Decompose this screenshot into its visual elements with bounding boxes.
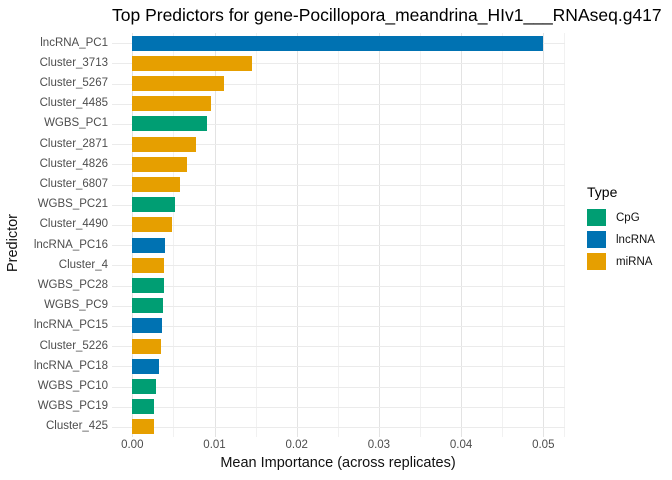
bar-Cluster_425 bbox=[132, 419, 154, 435]
x-tick-label: 0.00 bbox=[121, 439, 144, 451]
legend: Type CpG lncRNA miRNA bbox=[587, 184, 655, 275]
y-gridline bbox=[112, 366, 565, 368]
y-gridline bbox=[112, 204, 565, 206]
x-gridline-minor bbox=[173, 33, 175, 437]
bar-lncRNA_PC1 bbox=[132, 35, 544, 51]
bar-Cluster_3713 bbox=[132, 55, 253, 71]
x-gridline-major bbox=[461, 33, 463, 437]
y-gridline bbox=[112, 285, 565, 287]
x-gridline-major bbox=[378, 33, 380, 437]
y-gridline bbox=[112, 426, 565, 428]
y-tick-label: Cluster_6807 bbox=[39, 178, 108, 190]
gridlines-layer bbox=[112, 33, 565, 437]
legend-item-label: miRNA bbox=[616, 255, 653, 268]
bar-Cluster_6807 bbox=[132, 177, 180, 192]
plot-panel bbox=[112, 33, 565, 437]
bar-WGBS_PC21 bbox=[132, 197, 176, 213]
legend-item-CpG: CpG bbox=[587, 209, 655, 226]
bar-WGBS_PC10 bbox=[132, 379, 157, 394]
bar-lncRNA_PC18 bbox=[132, 358, 159, 374]
y-gridline bbox=[112, 325, 565, 327]
bar-Cluster_4490 bbox=[132, 217, 172, 233]
y-tick-label: WGBS_PC21 bbox=[37, 198, 108, 211]
x-axis-title: Mean Importance (across replicates) bbox=[220, 455, 456, 471]
y-tick-label: WGBS_PC10 bbox=[37, 380, 108, 392]
chart-title: Top Predictors for gene-Pocillopora_mean… bbox=[112, 5, 662, 25]
x-gridline-major bbox=[296, 33, 298, 437]
y-tick-label: Cluster_4485 bbox=[39, 97, 108, 110]
y-tick-label: WGBS_PC1 bbox=[44, 117, 108, 130]
legend-title: Type bbox=[587, 184, 618, 200]
bar-WGBS_PC9 bbox=[132, 298, 163, 314]
x-gridline-minor bbox=[502, 33, 504, 437]
y-tick-label: lncRNA_PC1 bbox=[40, 36, 108, 49]
y-tick-label: Cluster_4 bbox=[58, 258, 108, 271]
legend-item-miRNA: miRNA bbox=[587, 253, 655, 270]
y-gridline bbox=[112, 245, 565, 247]
y-gridline bbox=[112, 406, 565, 408]
x-tick-label: 0.03 bbox=[367, 439, 391, 451]
legend-items: CpG lncRNA miRNA bbox=[587, 209, 655, 270]
y-gridline bbox=[112, 83, 565, 85]
y-gridline bbox=[112, 103, 565, 105]
panel-edge-gridline bbox=[564, 33, 565, 437]
y-tick-label: Cluster_4490 bbox=[39, 218, 108, 231]
bar-WGBS_PC1 bbox=[132, 116, 208, 132]
y-tick-label: WGBS_PC9 bbox=[44, 299, 108, 312]
x-gridline-minor bbox=[420, 33, 421, 437]
x-gridline-minor bbox=[255, 33, 257, 437]
y-gridline bbox=[112, 123, 565, 125]
bar-Cluster_4 bbox=[132, 257, 165, 273]
bar-Cluster_4485 bbox=[132, 96, 212, 112]
y-axis-labels: lncRNA_PC1 Cluster_3713 Cluster_5267 Cluste… bbox=[0, 33, 108, 437]
y-tick-label: lncRNA_PC18 bbox=[33, 359, 108, 372]
y-gridline bbox=[112, 346, 565, 348]
y-gridline bbox=[112, 265, 565, 267]
bar-Cluster_2871 bbox=[132, 136, 196, 152]
y-gridline bbox=[112, 144, 565, 146]
legend-item-label: lncRNA bbox=[616, 233, 655, 246]
bar-lncRNA_PC16 bbox=[132, 237, 166, 253]
x-gridline-minor bbox=[337, 33, 339, 437]
bar-Cluster_5267 bbox=[132, 76, 225, 91]
x-gridline-major bbox=[132, 33, 134, 437]
y-gridline bbox=[112, 164, 565, 166]
bars-layer bbox=[112, 33, 565, 437]
y-tick-label: WGBS_PC28 bbox=[37, 279, 108, 291]
x-tick-label: 0.01 bbox=[203, 439, 226, 451]
y-gridline bbox=[112, 224, 565, 226]
y-gridline bbox=[112, 63, 565, 65]
legend-swatch-CpG bbox=[587, 209, 606, 226]
legend-item-lncRNA: lncRNA bbox=[587, 231, 655, 248]
x-tick-label: 0.05 bbox=[532, 439, 555, 451]
y-gridline bbox=[112, 184, 565, 186]
legend-swatch-lncRNA bbox=[587, 231, 606, 248]
bar-WGBS_PC28 bbox=[132, 278, 165, 293]
bar-WGBS_PC19 bbox=[132, 399, 155, 415]
x-gridline-major bbox=[214, 33, 216, 437]
x-gridline-major bbox=[543, 33, 545, 437]
y-tick-label: lncRNA_PC15 bbox=[33, 319, 108, 332]
y-tick-label: Cluster_3713 bbox=[39, 56, 108, 69]
x-axis-ticks: 0.00 0.01 0.02 0.03 0.04 0.05 bbox=[0, 439, 672, 454]
y-tick-label: Cluster_5226 bbox=[39, 339, 108, 352]
x-tick-label: 0.04 bbox=[449, 439, 473, 451]
y-tick-label: WGBS_PC19 bbox=[37, 400, 108, 413]
x-tick-label: 0.02 bbox=[285, 439, 308, 451]
y-tick-label: lncRNA_PC16 bbox=[33, 238, 108, 251]
y-gridline bbox=[112, 386, 565, 388]
y-tick-label: Cluster_5267 bbox=[39, 77, 108, 89]
y-tick-label: Cluster_2871 bbox=[39, 137, 108, 150]
bar-Cluster_5226 bbox=[132, 338, 162, 354]
legend-item-label: CpG bbox=[616, 211, 640, 224]
legend-swatch-miRNA bbox=[587, 253, 606, 270]
y-tick-label: Cluster_425 bbox=[45, 420, 108, 433]
y-tick-label: Cluster_4826 bbox=[39, 157, 108, 170]
bar-Cluster_4826 bbox=[132, 156, 188, 172]
bar-lncRNA_PC15 bbox=[132, 318, 162, 334]
y-gridline bbox=[112, 305, 565, 307]
